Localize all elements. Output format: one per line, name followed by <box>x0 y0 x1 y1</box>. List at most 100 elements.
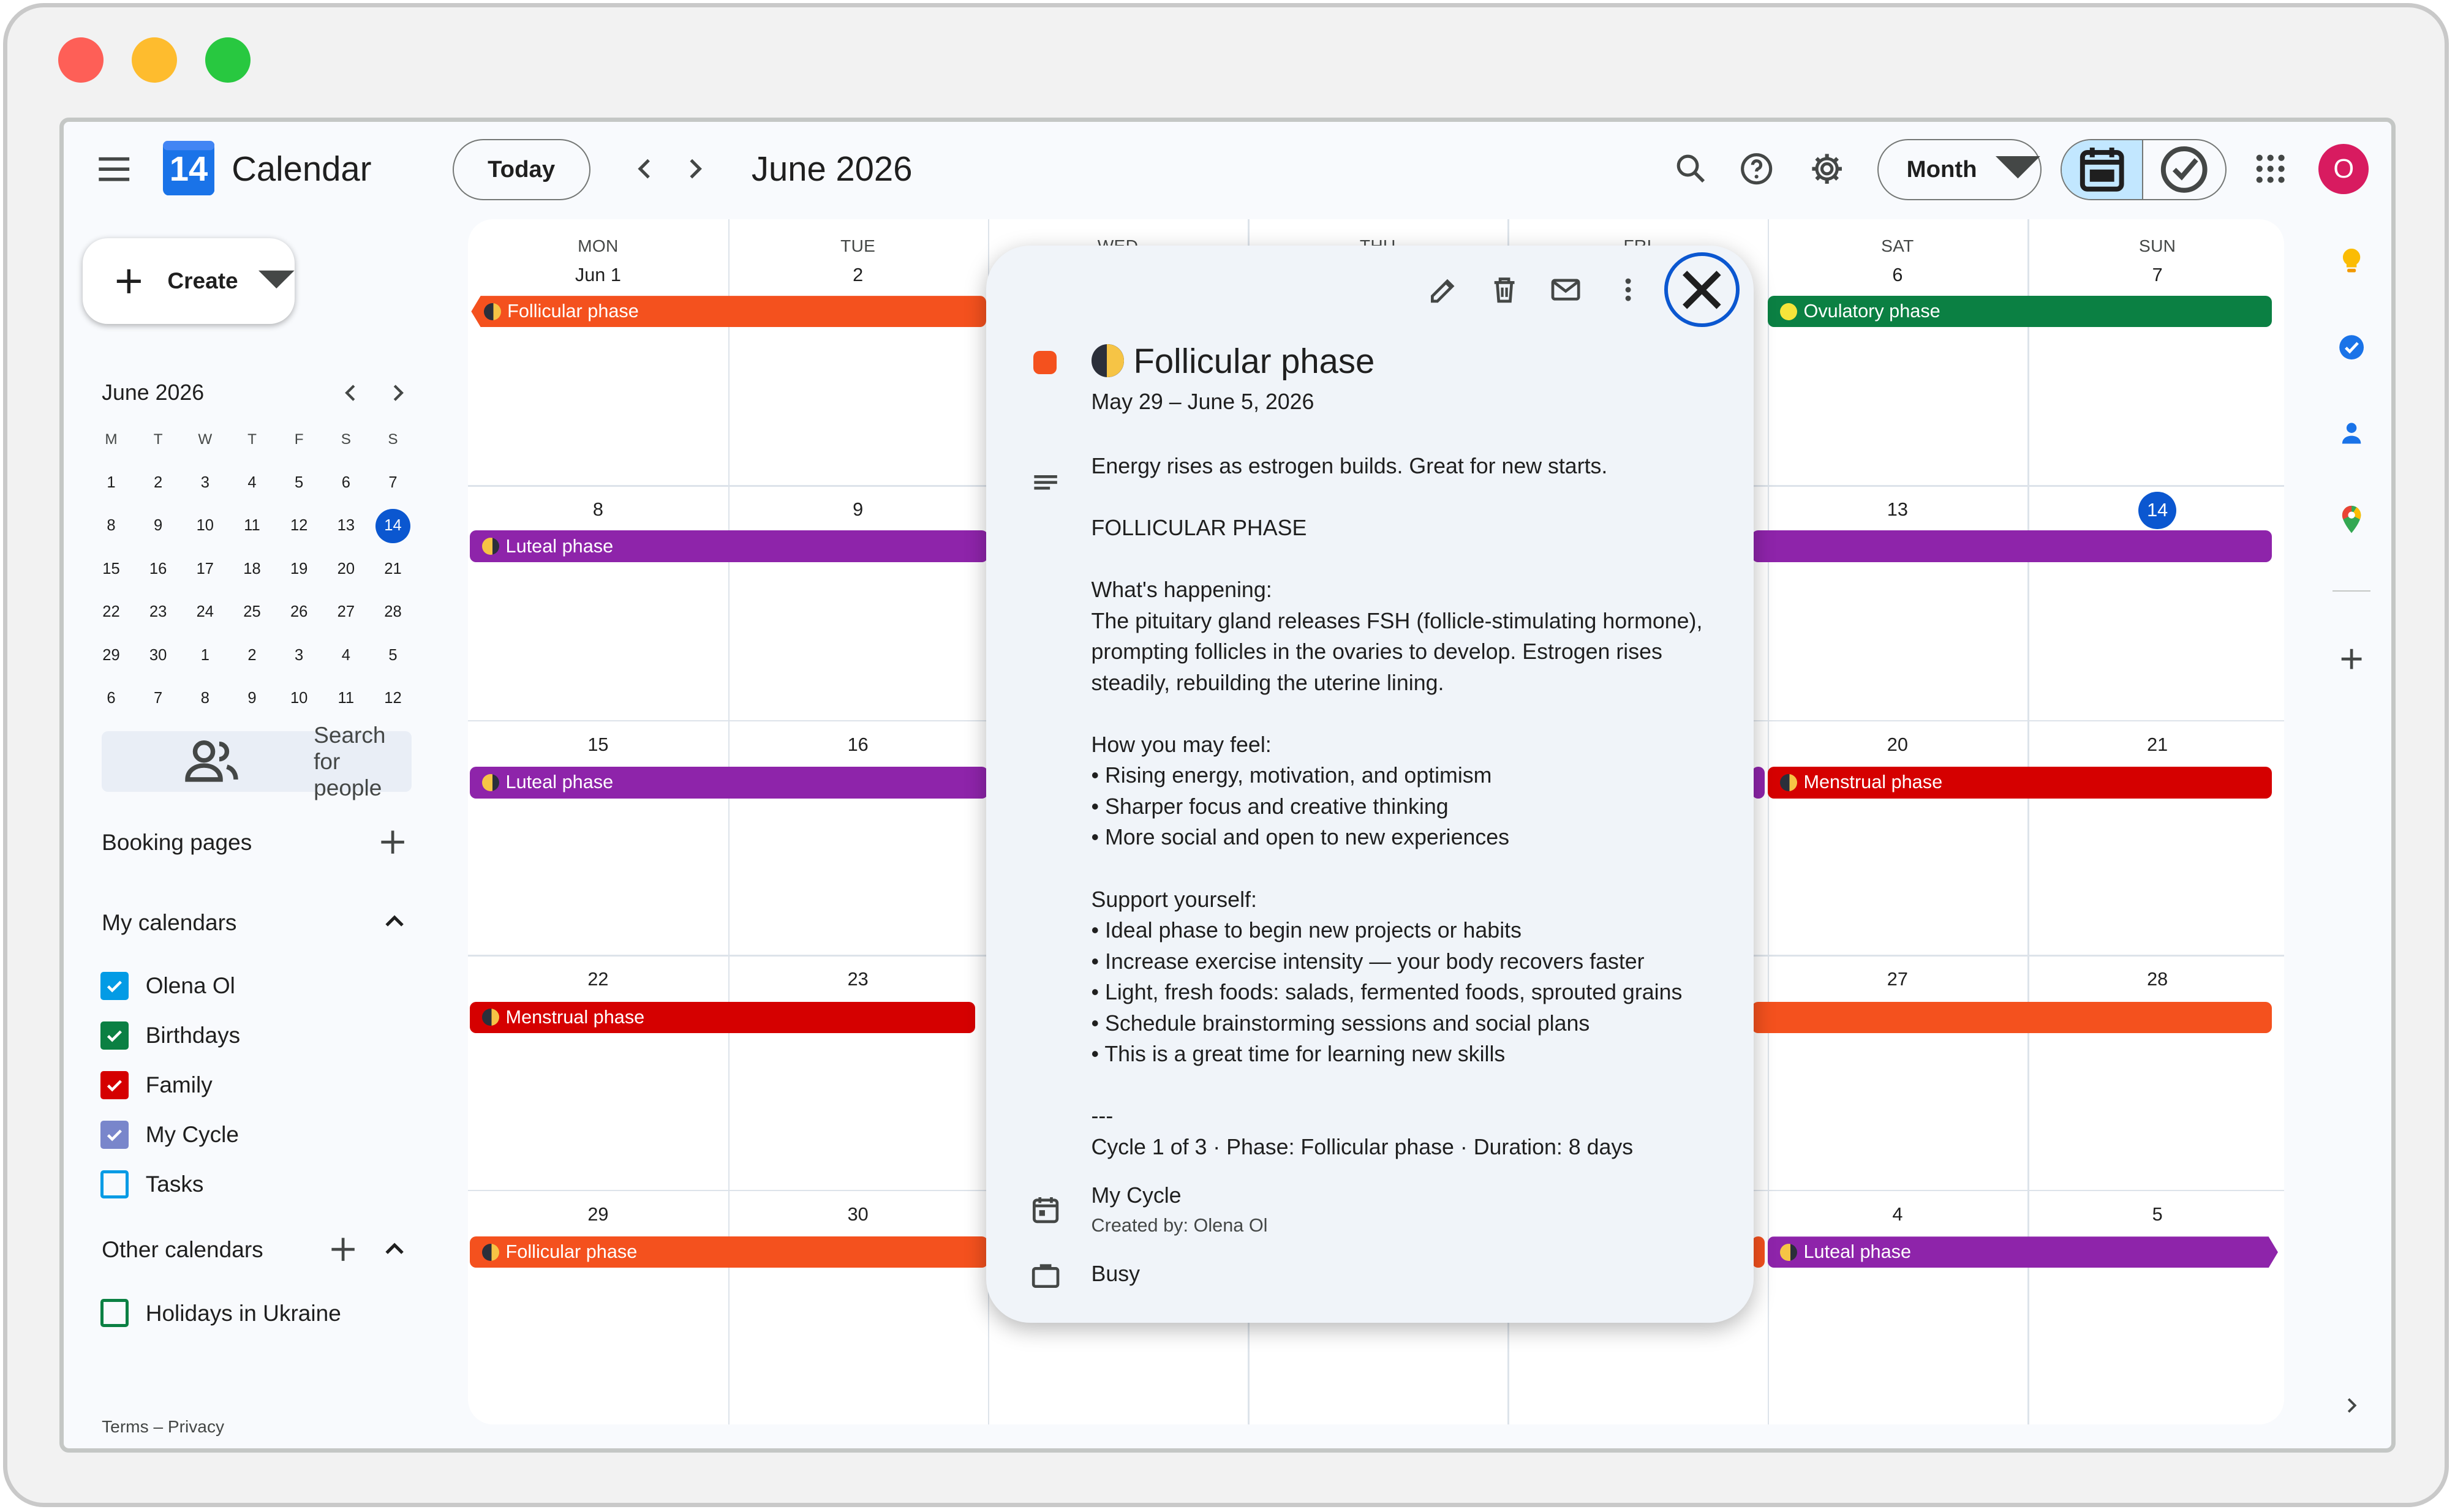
day-cell[interactable]: 29 <box>468 1190 728 1424</box>
collapse-my-calendars-button[interactable] <box>377 905 412 939</box>
day-number[interactable]: 23 <box>847 969 869 990</box>
calendar-list-item[interactable]: Tasks <box>100 1159 241 1209</box>
day-number[interactable]: 20 <box>1887 734 1908 755</box>
calendar-checkbox[interactable] <box>100 1299 129 1328</box>
mini-day[interactable]: 2 <box>228 634 276 677</box>
prev-period-button[interactable] <box>626 150 663 187</box>
mini-day[interactable]: 11 <box>322 677 369 721</box>
mini-prev-month-button[interactable] <box>335 377 366 408</box>
event-chip[interactable]: Ovulatory phase <box>1767 296 2272 328</box>
mini-day[interactable]: 12 <box>369 677 417 721</box>
next-period-button[interactable] <box>676 150 714 187</box>
day-cell[interactable]: 9 <box>728 485 988 720</box>
add-other-calendar-button[interactable] <box>326 1232 360 1266</box>
maps-pin-icon[interactable] <box>2334 502 2369 536</box>
day-cell[interactable]: 21 <box>2027 720 2284 955</box>
mini-day[interactable]: 16 <box>135 547 182 591</box>
event-chip[interactable] <box>1752 1001 2272 1033</box>
day-cell[interactable]: 20 <box>1768 720 2027 955</box>
get-addons-plus-icon[interactable] <box>2334 642 2369 676</box>
mini-day[interactable]: 11 <box>228 505 276 548</box>
create-button[interactable]: Create <box>83 238 295 325</box>
minimize-window-button[interactable] <box>131 37 177 83</box>
event-chip[interactable]: Luteal phase <box>469 767 988 799</box>
settings-gear-icon[interactable] <box>1808 150 1846 187</box>
collapse-other-calendars-button[interactable] <box>377 1232 412 1266</box>
day-number[interactable]: 15 <box>587 734 609 755</box>
event-chip[interactable]: Menstrual phase <box>1767 767 2272 799</box>
day-number[interactable]: 28 <box>2147 969 2168 990</box>
calendar-list-item[interactable]: Birthdays <box>100 1010 240 1060</box>
mini-day[interactable]: 4 <box>322 634 369 677</box>
day-number[interactable]: 5 <box>2152 1203 2163 1225</box>
day-number[interactable]: 13 <box>1887 499 1908 521</box>
contacts-person-icon[interactable] <box>2334 416 2369 451</box>
maximize-window-button[interactable] <box>205 37 251 83</box>
mini-day[interactable]: 9 <box>228 677 276 721</box>
close-popup-button[interactable] <box>1664 252 1740 328</box>
mini-day[interactable]: 8 <box>181 677 228 721</box>
calendar-list-item[interactable]: My Cycle <box>100 1110 241 1159</box>
day-cell[interactable]: 5 <box>2027 1190 2284 1424</box>
mini-day[interactable]: 6 <box>88 677 135 721</box>
event-chip[interactable]: Luteal phase <box>1768 1236 2278 1268</box>
calendar-checkbox[interactable] <box>100 1170 129 1198</box>
edit-event-button[interactable] <box>1427 273 1461 307</box>
mini-day[interactable]: 30 <box>135 634 182 677</box>
close-window-button[interactable] <box>58 37 104 83</box>
mini-day[interactable]: 8 <box>88 505 135 548</box>
day-cell[interactable]: 30 <box>728 1190 988 1424</box>
day-cell[interactable]: 22 <box>468 955 728 1189</box>
day-cell[interactable]: 28 <box>2027 955 2284 1189</box>
apps-grid-icon[interactable] <box>2252 150 2289 187</box>
mini-day[interactable]: 10 <box>276 677 323 721</box>
event-chip[interactable] <box>1752 1236 1765 1268</box>
calendar-list-item[interactable]: Family <box>100 1060 241 1110</box>
show-side-panel-chevron-icon[interactable] <box>2337 1391 2366 1420</box>
mini-day[interactable]: 10 <box>181 505 228 548</box>
mini-day[interactable]: 23 <box>135 591 182 634</box>
mini-day[interactable]: 3 <box>181 461 228 505</box>
day-cell[interactable]: 8 <box>468 485 728 720</box>
mini-day[interactable]: 14 <box>369 505 417 548</box>
add-booking-page-button[interactable] <box>375 825 410 859</box>
today-button[interactable]: Today <box>452 139 590 201</box>
event-chip[interactable]: Follicular phase <box>471 296 987 328</box>
day-number[interactable]: 21 <box>2147 734 2168 755</box>
day-number[interactable]: 14 <box>2138 491 2176 529</box>
mini-day[interactable]: 20 <box>322 547 369 591</box>
event-chip[interactable]: Follicular phase <box>469 1236 988 1268</box>
main-menu-icon[interactable] <box>94 149 134 189</box>
day-number[interactable]: 6 <box>1892 264 1903 285</box>
day-number[interactable]: Jun 1 <box>575 264 621 285</box>
mini-day[interactable]: 22 <box>88 591 135 634</box>
mini-day[interactable]: 25 <box>228 591 276 634</box>
day-cell[interactable]: 2 <box>728 219 988 486</box>
keep-lightbulb-icon[interactable] <box>2334 244 2369 279</box>
event-chip[interactable] <box>1752 530 2272 562</box>
mini-day[interactable]: 1 <box>181 634 228 677</box>
mini-day[interactable]: 2 <box>135 461 182 505</box>
mini-day[interactable]: 18 <box>228 547 276 591</box>
day-number[interactable]: 7 <box>2152 264 2163 285</box>
mini-day[interactable]: 28 <box>369 591 417 634</box>
day-number[interactable]: 2 <box>853 264 864 285</box>
mini-day[interactable]: 19 <box>276 547 323 591</box>
mini-day[interactable]: 4 <box>228 461 276 505</box>
day-number[interactable]: 30 <box>847 1203 869 1225</box>
calendar-checkbox[interactable] <box>100 1070 129 1099</box>
help-icon[interactable] <box>1738 150 1775 187</box>
day-cell[interactable]: 16 <box>728 720 988 955</box>
search-icon[interactable] <box>1672 150 1710 187</box>
day-cell[interactable]: 14 <box>2027 485 2284 720</box>
mini-next-month-button[interactable] <box>382 377 413 408</box>
mini-day[interactable]: 5 <box>369 634 417 677</box>
mini-day[interactable]: 9 <box>135 505 182 548</box>
day-cell[interactable]: Jun 1 <box>468 219 728 486</box>
mini-day[interactable]: 27 <box>322 591 369 634</box>
tasks-check-icon[interactable] <box>2334 330 2369 364</box>
event-chip[interactable]: Luteal phase <box>469 530 988 562</box>
calendar-checkbox[interactable] <box>100 1120 129 1149</box>
event-chip[interactable] <box>1752 767 1765 799</box>
day-cell[interactable]: 7 <box>2027 219 2284 486</box>
